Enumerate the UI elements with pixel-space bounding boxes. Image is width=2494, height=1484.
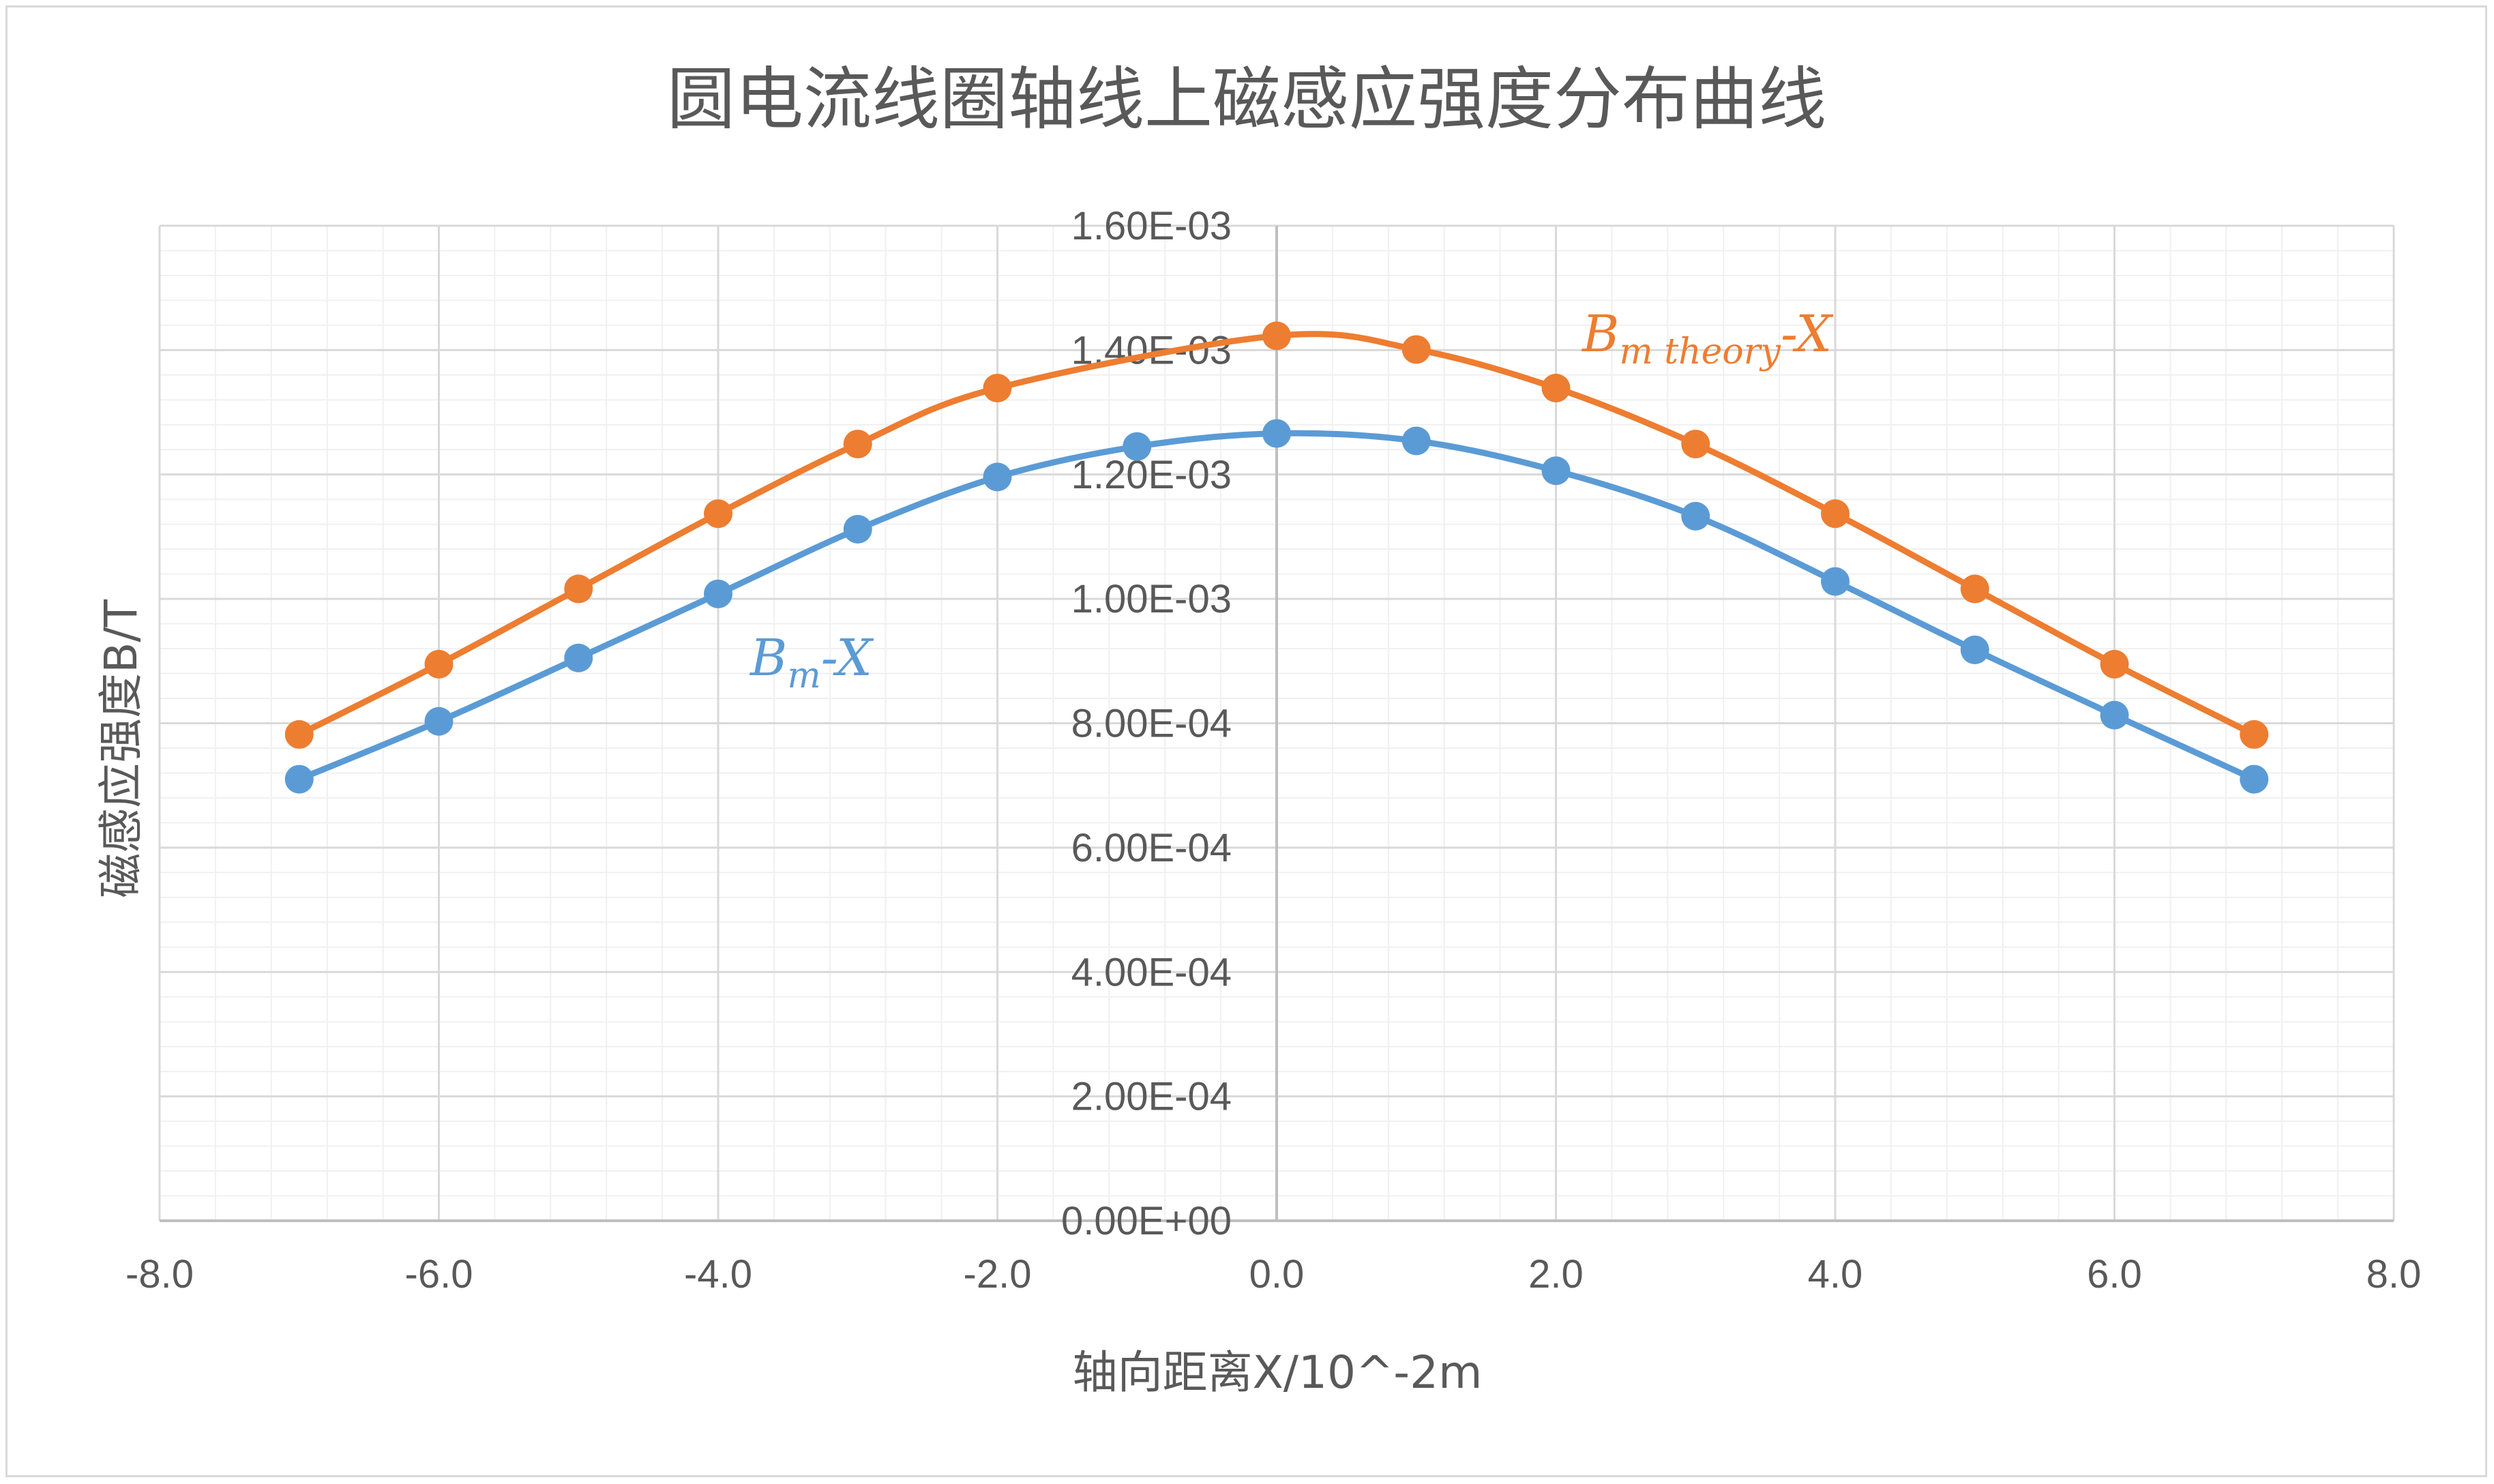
x-tick-label: -2.0 (964, 1252, 1032, 1296)
y-tick-label: 8.00E-04 (1071, 702, 1232, 746)
y-tick-labels: 0.00E+00 2.00E-04 4.00E-04 6.00E-04 8.00E-04… (1061, 204, 1232, 1243)
data-point (564, 643, 593, 672)
data-point (1541, 373, 1571, 402)
data-point (1541, 456, 1571, 486)
data-point (1960, 635, 1989, 664)
y-tick-label: 1.60E-03 (1071, 204, 1232, 248)
data-point (564, 574, 593, 604)
x-tick-label: 0.0 (1249, 1252, 1305, 1296)
series-label-measured: Bm-X (749, 629, 874, 696)
y-tick-label: 2.00E-04 (1071, 1075, 1232, 1119)
x-tick-label: -8.0 (125, 1252, 194, 1296)
x-tick-label: 4.0 (1808, 1252, 1863, 1296)
data-point (704, 579, 732, 608)
data-point (424, 707, 454, 736)
data-point (1401, 335, 1431, 364)
y-tick-label: 1.20E-03 (1071, 453, 1232, 497)
series-1 (284, 419, 2269, 794)
data-point (2240, 765, 2269, 794)
data-point (284, 765, 314, 794)
data-point (1681, 501, 1710, 531)
data-point (1681, 430, 1710, 459)
x-tick-label: -6.0 (405, 1252, 473, 1296)
data-point (1821, 567, 1850, 596)
x-tick-labels: -8.0 -6.0 -4.0 -2.0 0.0 2.0 4.0 6.0 8.0 (125, 1252, 2421, 1296)
x-tick-label: -4.0 (684, 1252, 752, 1296)
data-point (1821, 499, 1850, 529)
x-tick-label: 6.0 (2087, 1252, 2142, 1296)
data-point (1262, 321, 1291, 351)
series-0 (284, 321, 2269, 749)
x-tick-label: 2.0 (1528, 1252, 1584, 1296)
x-tick-label: 8.0 (2366, 1252, 2422, 1296)
series-label-theory: Bm theory-X (1581, 305, 1834, 372)
chart-title: 圆电流线圈轴线上磁感应强度分布曲线 (667, 59, 1826, 139)
data-point (2240, 719, 2269, 749)
data-point (1960, 574, 1989, 604)
axes (160, 226, 2394, 1222)
x-axis-title: 轴向距离X/10^-2m (1073, 1346, 1483, 1399)
y-axis-title: 磁感应强度B/T (95, 599, 147, 898)
data-point (424, 649, 454, 679)
data-point (1262, 419, 1291, 448)
y-tick-label: 4.00E-04 (1071, 950, 1232, 994)
y-tick-label: 0.00E+00 (1061, 1199, 1232, 1243)
data-point (843, 430, 872, 459)
data-point (2100, 700, 2129, 730)
series-layer (284, 321, 2269, 794)
data-point (1123, 432, 1152, 461)
data-point (284, 719, 314, 749)
data-point (983, 462, 1012, 492)
data-point (2100, 649, 2129, 679)
data-point (983, 373, 1012, 402)
y-tick-label: 6.00E-04 (1071, 826, 1232, 870)
data-point (843, 514, 872, 544)
data-point (704, 499, 732, 529)
y-tick-label: 1.00E-03 (1071, 577, 1232, 621)
series-line (296, 331, 2257, 738)
data-point (1401, 426, 1431, 456)
